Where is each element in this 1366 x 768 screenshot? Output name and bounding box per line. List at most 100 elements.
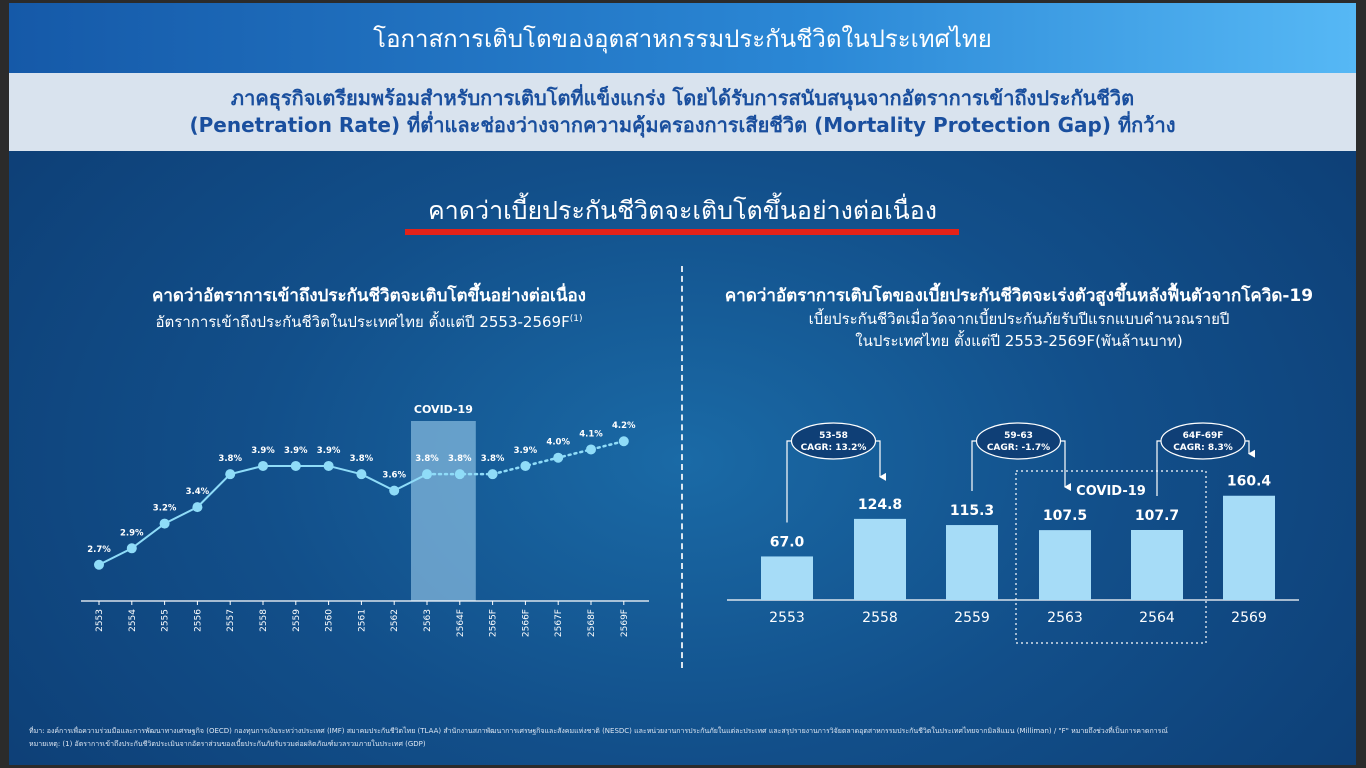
line-data-label: 4.2% (612, 421, 636, 431)
line-data-label: 3.8% (481, 454, 505, 464)
bar (1039, 530, 1091, 600)
line-x-tick-label: 2564F (456, 609, 466, 637)
covid-label: COVID-19 (414, 403, 473, 416)
cagr-connector-start (786, 440, 792, 523)
line-x-tick-label: 2559 (292, 609, 302, 632)
line-data-label: 3.8% (415, 454, 439, 464)
bar-x-tick-label: 2563 (1047, 610, 1083, 626)
line-chart-subtitle-text: อัตราการเข้าถึงประกันชีวิตในประเทศไทย ตั… (155, 313, 570, 331)
cagr-connector-start (1156, 440, 1161, 496)
subtitle-line-1: ภาคธุรกิจเตรียมพร้อมสำหรับการเติบโตที่แข… (230, 86, 1135, 110)
covid-label: COVID-19 (1076, 484, 1146, 499)
line-data-label: 3.9% (317, 446, 341, 456)
line-point (94, 559, 104, 570)
headline: คาดว่าเบี้ยประกันชีวิตจะเติบโตขึ้นอย่างต… (428, 196, 937, 225)
line-x-tick-label: 2555 (161, 609, 171, 632)
line-point (258, 460, 268, 471)
bar-data-label: 160.4 (1227, 474, 1272, 490)
line-data-label: 3.9% (284, 446, 308, 456)
cagr-period: 59-63 (1004, 431, 1033, 441)
footnote-remark: หมายเหตุ: (1) อัตราการเข้าถึงประกันชีวิต… (29, 740, 426, 748)
line-point (520, 460, 531, 471)
cagr-bubble (975, 422, 1062, 460)
bar (1131, 529, 1183, 600)
line-data-label: 3.9% (251, 446, 275, 456)
covid-highlight-band (411, 421, 476, 601)
bar-x-tick-label: 2559 (954, 610, 990, 626)
line-data-label: 2.7% (87, 545, 111, 555)
line-data-label: 3.4% (186, 487, 210, 497)
line-x-tick-label: 2565F (489, 609, 499, 637)
line-point (159, 518, 170, 529)
bar-chart-subtitle: เบี้ยประกันชีวิตเมื่อวัดจากเบี้ยประกันภั… (699, 308, 1339, 352)
line-point (356, 469, 367, 480)
line-x-tick-label: 2560 (325, 609, 335, 632)
line-x-tick-label: 2557 (226, 609, 236, 632)
line-data-label: 3.9% (514, 446, 538, 456)
bar-data-label: 67.0 (770, 534, 805, 550)
bar-data-label: 124.8 (858, 497, 902, 513)
page-title: โอกาสการเติบโตของอุตสาหกรรมประกันชีวิตใน… (9, 3, 1356, 73)
cagr-value: CAGR: 8.3% (1173, 443, 1233, 453)
subtitle-band: ภาคธุรกิจเตรียมพร้อมสำหรับการเติบโตที่แข… (9, 73, 1356, 151)
line-data-label: 3.8% (350, 454, 374, 464)
line-point (126, 543, 137, 554)
cagr-connector-arrow (1245, 440, 1255, 458)
line-point (422, 469, 432, 480)
bar-data-label: 107.5 (1043, 508, 1087, 524)
slide: โอกาสการเติบโตของอุตสาหกรรมประกันชีวิตใน… (9, 3, 1356, 765)
line-point (192, 502, 203, 513)
line-data-label: 3.8% (218, 454, 242, 464)
chart-divider (681, 266, 683, 668)
bar-data-label: 115.3 (950, 503, 994, 519)
cagr-connector-arrow (875, 440, 886, 481)
line-data-label: 3.8% (448, 454, 472, 464)
line-x-tick-label: 2556 (193, 609, 203, 632)
bar-chart-title: คาดว่าอัตราการเติบโตของเบี้ยประกันชีวิตจ… (724, 286, 1314, 306)
line-point (454, 469, 465, 480)
bar-chart: 67.0 2553 124.8 2558 115.3 2559 107.5 2563 107.7… (727, 422, 1299, 644)
cagr-connector-arrow (1060, 440, 1071, 491)
line-chart: COVID-19 2.7% 2553 2.9% 2554 3.2% 2555 3.4% 2556… (81, 403, 649, 637)
footnote-source: ที่มา: องค์การเพื่อความร่วมมือและการพัฒน… (29, 727, 1168, 735)
headline-underline (405, 229, 959, 235)
cagr-period: 53-58 (819, 431, 848, 441)
bar-x-tick-label: 2564 (1139, 610, 1175, 626)
subtitle-line-2: (Penetration Rate) ที่ต่ำและช่องว่างจากค… (189, 113, 1176, 137)
cagr-period: 64F-69F (1183, 431, 1224, 441)
bar-chart-subtitle-line-1: เบี้ยประกันชีวิตเมื่อวัดจากเบี้ยประกันภั… (808, 310, 1230, 328)
line-point (323, 460, 334, 471)
line-x-tick-label: 2558 (259, 609, 269, 632)
bar-chart-subtitle-line-2: ในประเทศไทย ตั้งแต่ปี 2553-2569F(พันล้าน… (855, 332, 1183, 350)
line-series-actual (98, 464, 428, 566)
line-data-label: 2.9% (120, 528, 144, 538)
line-point (225, 469, 236, 480)
cagr-value: CAGR: -1.7% (987, 443, 1050, 453)
line-x-tick-label: 2563 (423, 609, 433, 632)
line-data-label: 3.6% (382, 471, 406, 481)
line-x-tick-label: 2562 (390, 609, 400, 632)
cagr-bubble (790, 422, 877, 460)
line-chart-subtitle: อัตราการเข้าถึงประกันชีวิตในประเทศไทย ตั… (49, 308, 689, 333)
bar-x-tick-label: 2569 (1231, 610, 1267, 626)
bar (761, 556, 813, 600)
line-data-label: 4.0% (546, 438, 570, 448)
line-data-label: 3.2% (153, 504, 177, 514)
cagr-connector-start (971, 440, 977, 492)
cagr-value: CAGR: 13.2% (801, 443, 867, 453)
line-point (290, 460, 301, 471)
bar (854, 518, 906, 600)
line-chart-title: คาดว่าอัตราการเข้าถึงประกันชีวิตจะเติบโต… (152, 286, 586, 306)
bar (1223, 495, 1275, 600)
line-x-tick-label: 2567F (554, 609, 564, 637)
line-data-label: 4.1% (579, 429, 603, 439)
line-x-tick-label: 2561 (357, 609, 367, 632)
line-x-tick-label: 2553 (95, 609, 105, 632)
cagr-bubble (1160, 422, 1246, 460)
line-x-tick-label: 2554 (128, 609, 138, 632)
footnote: ที่มา: องค์การเพื่อความร่วมมือและการพัฒน… (29, 725, 1339, 751)
bar-x-tick-label: 2553 (769, 610, 805, 626)
bar-data-label: 107.7 (1135, 508, 1179, 524)
covid-highlight-box (1015, 470, 1207, 644)
line-chart-subtitle-note: (1) (569, 314, 583, 324)
